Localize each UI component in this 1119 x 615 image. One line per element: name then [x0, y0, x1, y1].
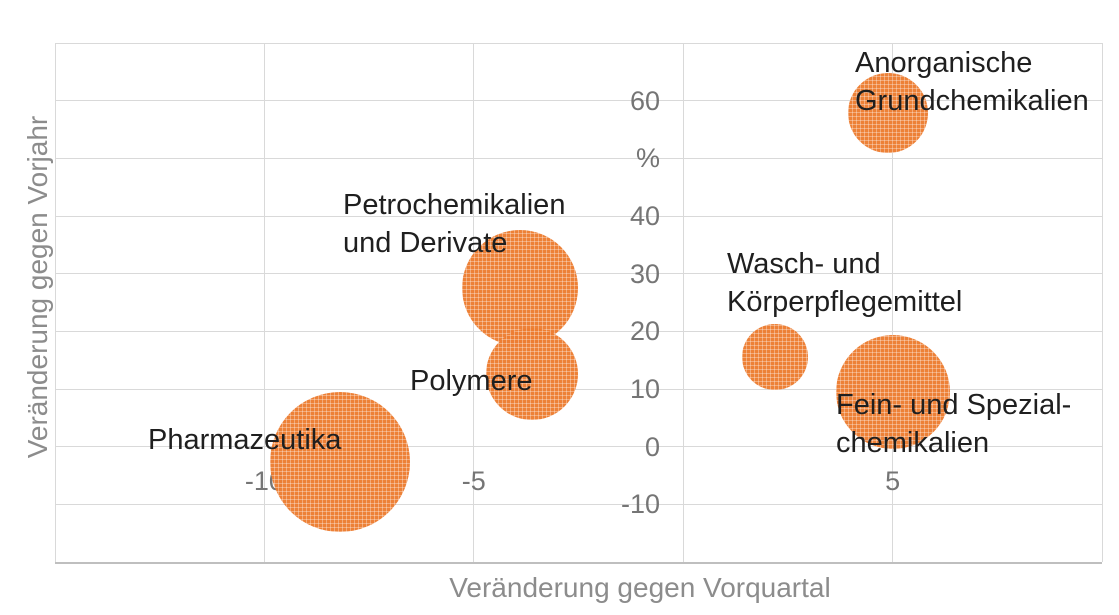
label-line: chemikalien — [836, 427, 990, 459]
y-gridline-40 — [55, 215, 1102, 217]
label-line: Anorganische — [855, 47, 1033, 79]
x-tick-5: -5 — [461, 466, 486, 496]
y-tick-20: 20 — [629, 316, 660, 347]
label-line: Petrochemikalien — [343, 189, 566, 221]
y-gridline-0 — [55, 446, 1102, 448]
y-gridline-60 — [55, 100, 1102, 102]
y-gridline-30 — [55, 273, 1102, 275]
y-gridline-70 — [55, 42, 1102, 44]
label-line: Grundchemikalien — [855, 85, 1089, 117]
label-pharmazeutika: Pharmazeutika — [148, 421, 341, 459]
x-gridline-0 — [682, 43, 684, 562]
y-gridline-10 — [55, 388, 1102, 390]
label-petrochemikalien-und-derivate: Petrochemikalien und Derivate — [343, 186, 565, 262]
x-axis-title: Veränderung gegen Vorquartal — [449, 572, 831, 603]
y-tick-30: 30 — [629, 258, 660, 289]
bubble-fein-und-spezialchemikalien[interactable] — [835, 334, 950, 449]
x-gridline-5 — [892, 43, 894, 562]
y-axis-title: Veränderung gegen Vorjahr — [22, 115, 53, 459]
label-line: Fein- und Spezial- — [836, 389, 1072, 421]
y-tick-: % — [635, 143, 660, 174]
x-gridline--10 — [263, 43, 265, 562]
y-gridline-20 — [55, 330, 1102, 332]
bubble-pharmazeutika[interactable] — [269, 392, 410, 533]
label-wasch-und-k-rperpflegemittel: Wasch- und Körperpflegemittel — [727, 245, 962, 321]
label-polymere: Polymere — [410, 362, 533, 400]
bubble-petrochemikalien-und-derivate[interactable] — [461, 230, 578, 347]
bubble-polymere[interactable] — [486, 328, 579, 420]
label-line: Pharmazeutika — [148, 424, 342, 456]
label-anorganische-grundchemikalien: Anorganische Grundchemikalien — [855, 44, 1089, 120]
label-line: und Derivate — [343, 227, 508, 259]
y-gridline-50 — [55, 157, 1102, 159]
bubble-anorganische-grundchemikalien[interactable] — [848, 73, 929, 154]
y-tick-60: 60 — [629, 85, 660, 116]
label-line: Körperpflegemittel — [727, 286, 963, 318]
label-line: Polymere — [410, 365, 533, 397]
y-tick-40: 40 — [629, 201, 660, 231]
y-tick-10: -10 — [620, 489, 660, 520]
x-tick-5: 5 — [885, 466, 901, 496]
x-gridline--15 — [54, 43, 56, 562]
y-gridline--10 — [55, 503, 1102, 505]
bubble-wasch-und-k-rperpflegemittel[interactable] — [742, 324, 809, 391]
label-fein-und-spezialchemikalien: Fein- und Spezial-chemikalien — [836, 386, 1071, 462]
x-gridline-10 — [1101, 43, 1103, 562]
y-tick-10: 10 — [629, 374, 660, 404]
y-tick-0: 0 — [644, 431, 660, 462]
x-axis-line — [55, 561, 1102, 564]
label-line: Wasch- und — [727, 248, 881, 280]
